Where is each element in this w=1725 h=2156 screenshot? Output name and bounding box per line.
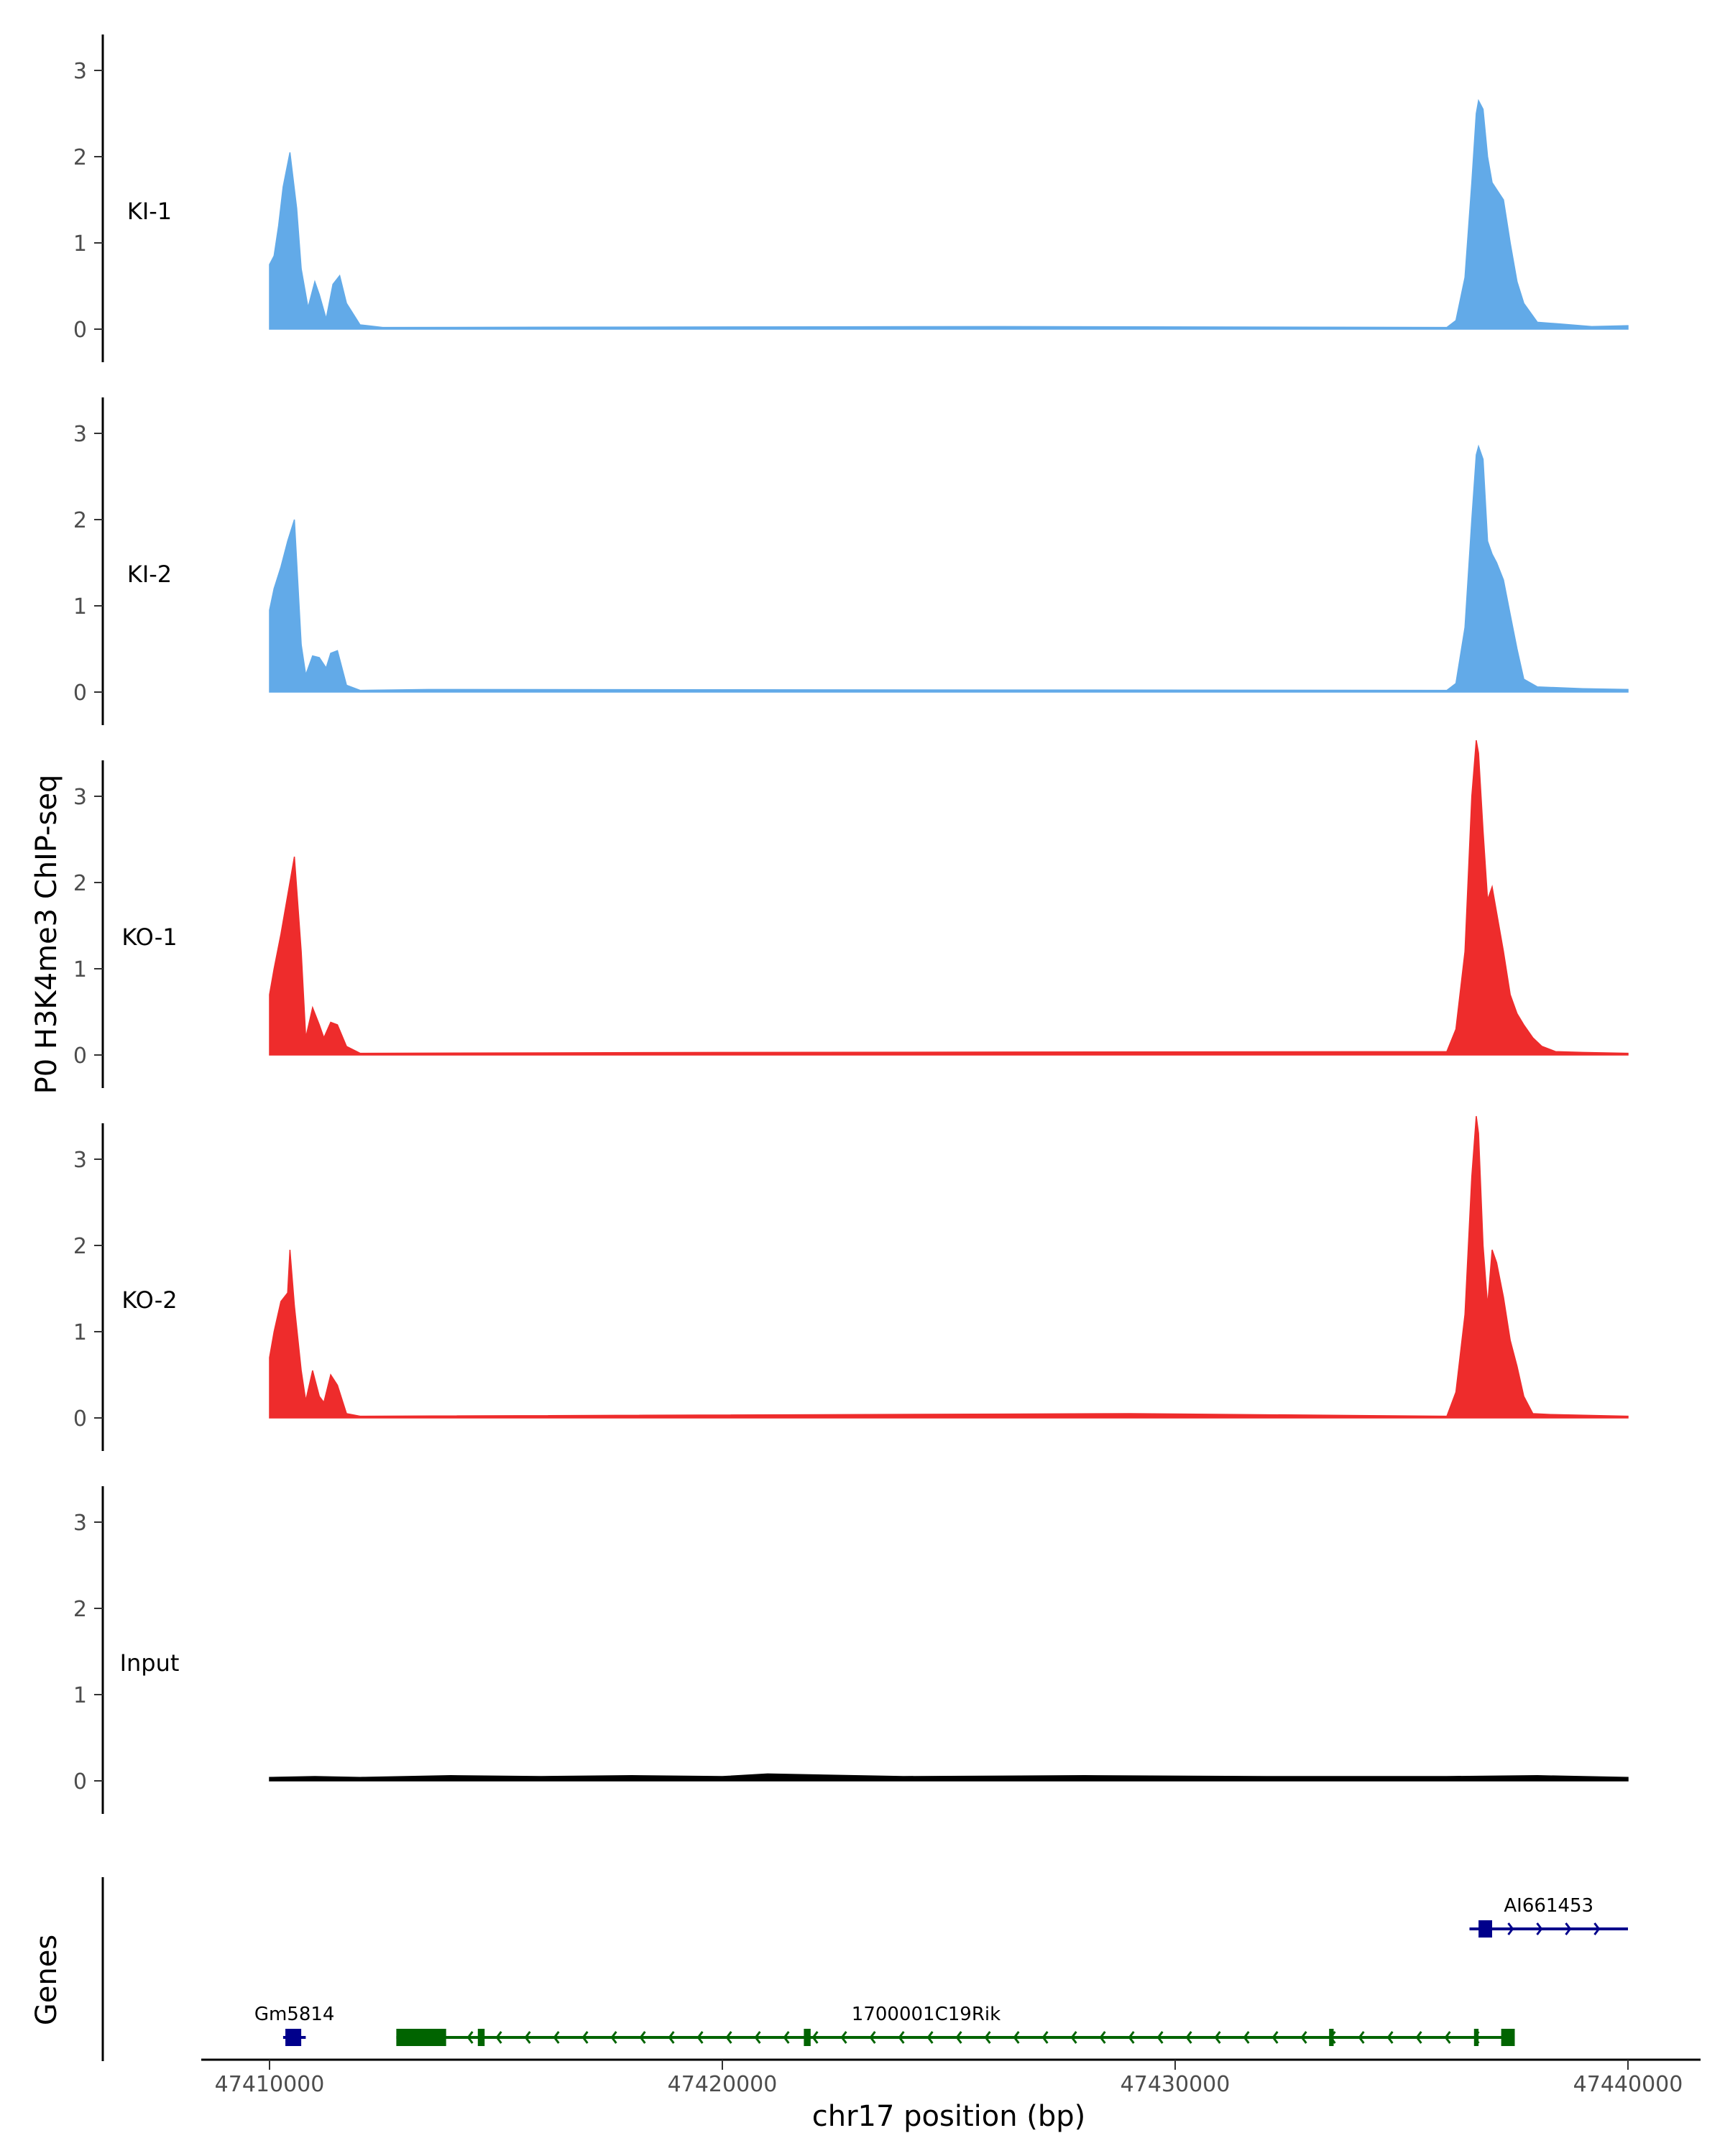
strand-arrow xyxy=(1386,2031,1394,2044)
strand-arrow xyxy=(754,2031,761,2044)
y-tick-label: 0 xyxy=(73,1406,87,1432)
y-tick-label: 1 xyxy=(73,957,87,982)
strand-arrow xyxy=(1300,2031,1307,2044)
strand-arrow xyxy=(1444,2031,1451,2044)
strand-arrow xyxy=(553,2031,560,2044)
strand-arrow xyxy=(811,2031,819,2044)
x-axis-title: chr17 position (bp) xyxy=(812,2100,1086,2133)
strand-arrow xyxy=(524,2031,531,2044)
exon xyxy=(396,2029,446,2046)
signal-area xyxy=(269,740,1629,1056)
exon xyxy=(804,2029,811,2046)
strand-arrow xyxy=(495,2031,502,2044)
gene-label: Gm5814 xyxy=(254,2004,335,2025)
genes-panel-title: Genes xyxy=(30,1935,63,2025)
y-tick-label: 1 xyxy=(73,594,87,619)
y-tick-label: 2 xyxy=(73,145,87,170)
track-label: KO-2 xyxy=(121,1286,177,1314)
y-tick-label: 2 xyxy=(73,871,87,896)
strand-arrow xyxy=(926,2031,934,2044)
y-tick-label: 3 xyxy=(73,1511,87,1536)
strand-arrow xyxy=(984,2031,991,2044)
exon xyxy=(285,2029,302,2046)
strand-arrow xyxy=(1536,1922,1543,1935)
strand-arrow xyxy=(610,2031,617,2044)
y-tick-label: 2 xyxy=(73,1597,87,1622)
y-tick-label: 2 xyxy=(73,508,87,533)
track-label: Input xyxy=(120,1649,180,1677)
strand-arrow xyxy=(1214,2031,1221,2044)
strand-arrow xyxy=(668,2031,675,2044)
signal-area xyxy=(269,1773,1629,1782)
track-input: 0 1 2 3 Input xyxy=(73,1486,1629,1814)
strand-arrow xyxy=(1156,2031,1164,2044)
gene-label: AI661453 xyxy=(1504,1895,1593,1917)
track-label: KO-1 xyxy=(121,923,177,951)
strand-arrow xyxy=(1565,1922,1572,1935)
y-tick-label: 0 xyxy=(73,318,87,343)
y-tick-label: 0 xyxy=(73,1769,87,1795)
y-tick-label: 1 xyxy=(73,231,87,257)
genes-panel: 47410000 47420000 47430000 47440000 AI661453… xyxy=(101,1877,1701,2097)
signal-area xyxy=(269,444,1629,693)
strand-arrow xyxy=(696,2031,704,2044)
y-tick-label: 3 xyxy=(73,1148,87,1173)
y-tick-label: 2 xyxy=(73,1234,87,1259)
signal-area xyxy=(269,1115,1629,1419)
strand-arrow xyxy=(725,2031,732,2044)
y-tick-label: 1 xyxy=(73,1320,87,1345)
strand-arrow xyxy=(1507,1922,1514,1935)
tracks-group: 0 1 2 3 KI-1 0 1 2 3 KI-2 0 1 2 3 KO-1 0 1 2 3 KO-2 0 1 2 3 Inpu… xyxy=(73,34,1629,1814)
strand-arrow xyxy=(955,2031,962,2044)
strand-arrow xyxy=(1041,2031,1049,2044)
y-tick-label: 1 xyxy=(73,1683,87,1708)
strand-arrow xyxy=(1358,2031,1365,2044)
strand-arrow xyxy=(1415,2031,1422,2044)
strand-arrow xyxy=(783,2031,790,2044)
x-tick-label: 47410000 xyxy=(215,2072,325,2097)
x-tick-label: 47440000 xyxy=(1573,2072,1683,2097)
track-label: KI-2 xyxy=(127,561,172,588)
strand-arrow xyxy=(1243,2031,1250,2044)
x-tick-label: 47420000 xyxy=(668,2072,778,2097)
strand-arrow xyxy=(1013,2031,1020,2044)
y-tick-label: 0 xyxy=(73,681,87,706)
strand-arrow xyxy=(639,2031,646,2044)
exon xyxy=(1329,2029,1334,2046)
signal-area xyxy=(269,98,1629,330)
strand-arrow xyxy=(466,2031,474,2044)
strand-arrow xyxy=(898,2031,905,2044)
y-tick-label: 3 xyxy=(73,59,87,84)
y-axis-title: P0 H3K4me3 ChIP-seq xyxy=(30,775,63,1095)
gene-label: 1700001C19Rik xyxy=(852,2004,1000,2025)
y-tick-label: 3 xyxy=(73,422,87,447)
track-ko-2: 0 1 2 3 KO-2 xyxy=(73,1115,1629,1451)
y-tick-label: 3 xyxy=(73,785,87,810)
strand-arrow xyxy=(581,2031,589,2044)
gene-ai661453: AI661453 xyxy=(1469,1895,1628,1938)
track-ko-1: 0 1 2 3 KO-1 xyxy=(73,740,1629,1088)
strand-arrow xyxy=(1271,2031,1279,2044)
strand-arrow xyxy=(1128,2031,1135,2044)
exon xyxy=(1501,2029,1515,2046)
x-tick-label: 47430000 xyxy=(1121,2072,1230,2097)
track-label: KI-1 xyxy=(127,198,172,225)
y-tick-label: 0 xyxy=(73,1044,87,1069)
strand-arrow xyxy=(869,2031,876,2044)
track-ki-2: 0 1 2 3 KI-2 xyxy=(73,397,1629,725)
strand-arrow xyxy=(840,2031,847,2044)
exon xyxy=(477,2029,485,2046)
gene-1700001c19rik: 1700001C19Rik xyxy=(396,2004,1515,2046)
exon xyxy=(1473,2029,1479,2046)
strand-arrow xyxy=(1070,2031,1077,2044)
gene-gm5814: Gm5814 xyxy=(254,2004,335,2046)
track-ki-1: 0 1 2 3 KI-1 xyxy=(73,34,1629,362)
exon xyxy=(1478,1920,1492,1938)
strand-arrow xyxy=(1593,1922,1601,1935)
strand-arrow xyxy=(1099,2031,1106,2044)
strand-arrow xyxy=(1185,2031,1192,2044)
